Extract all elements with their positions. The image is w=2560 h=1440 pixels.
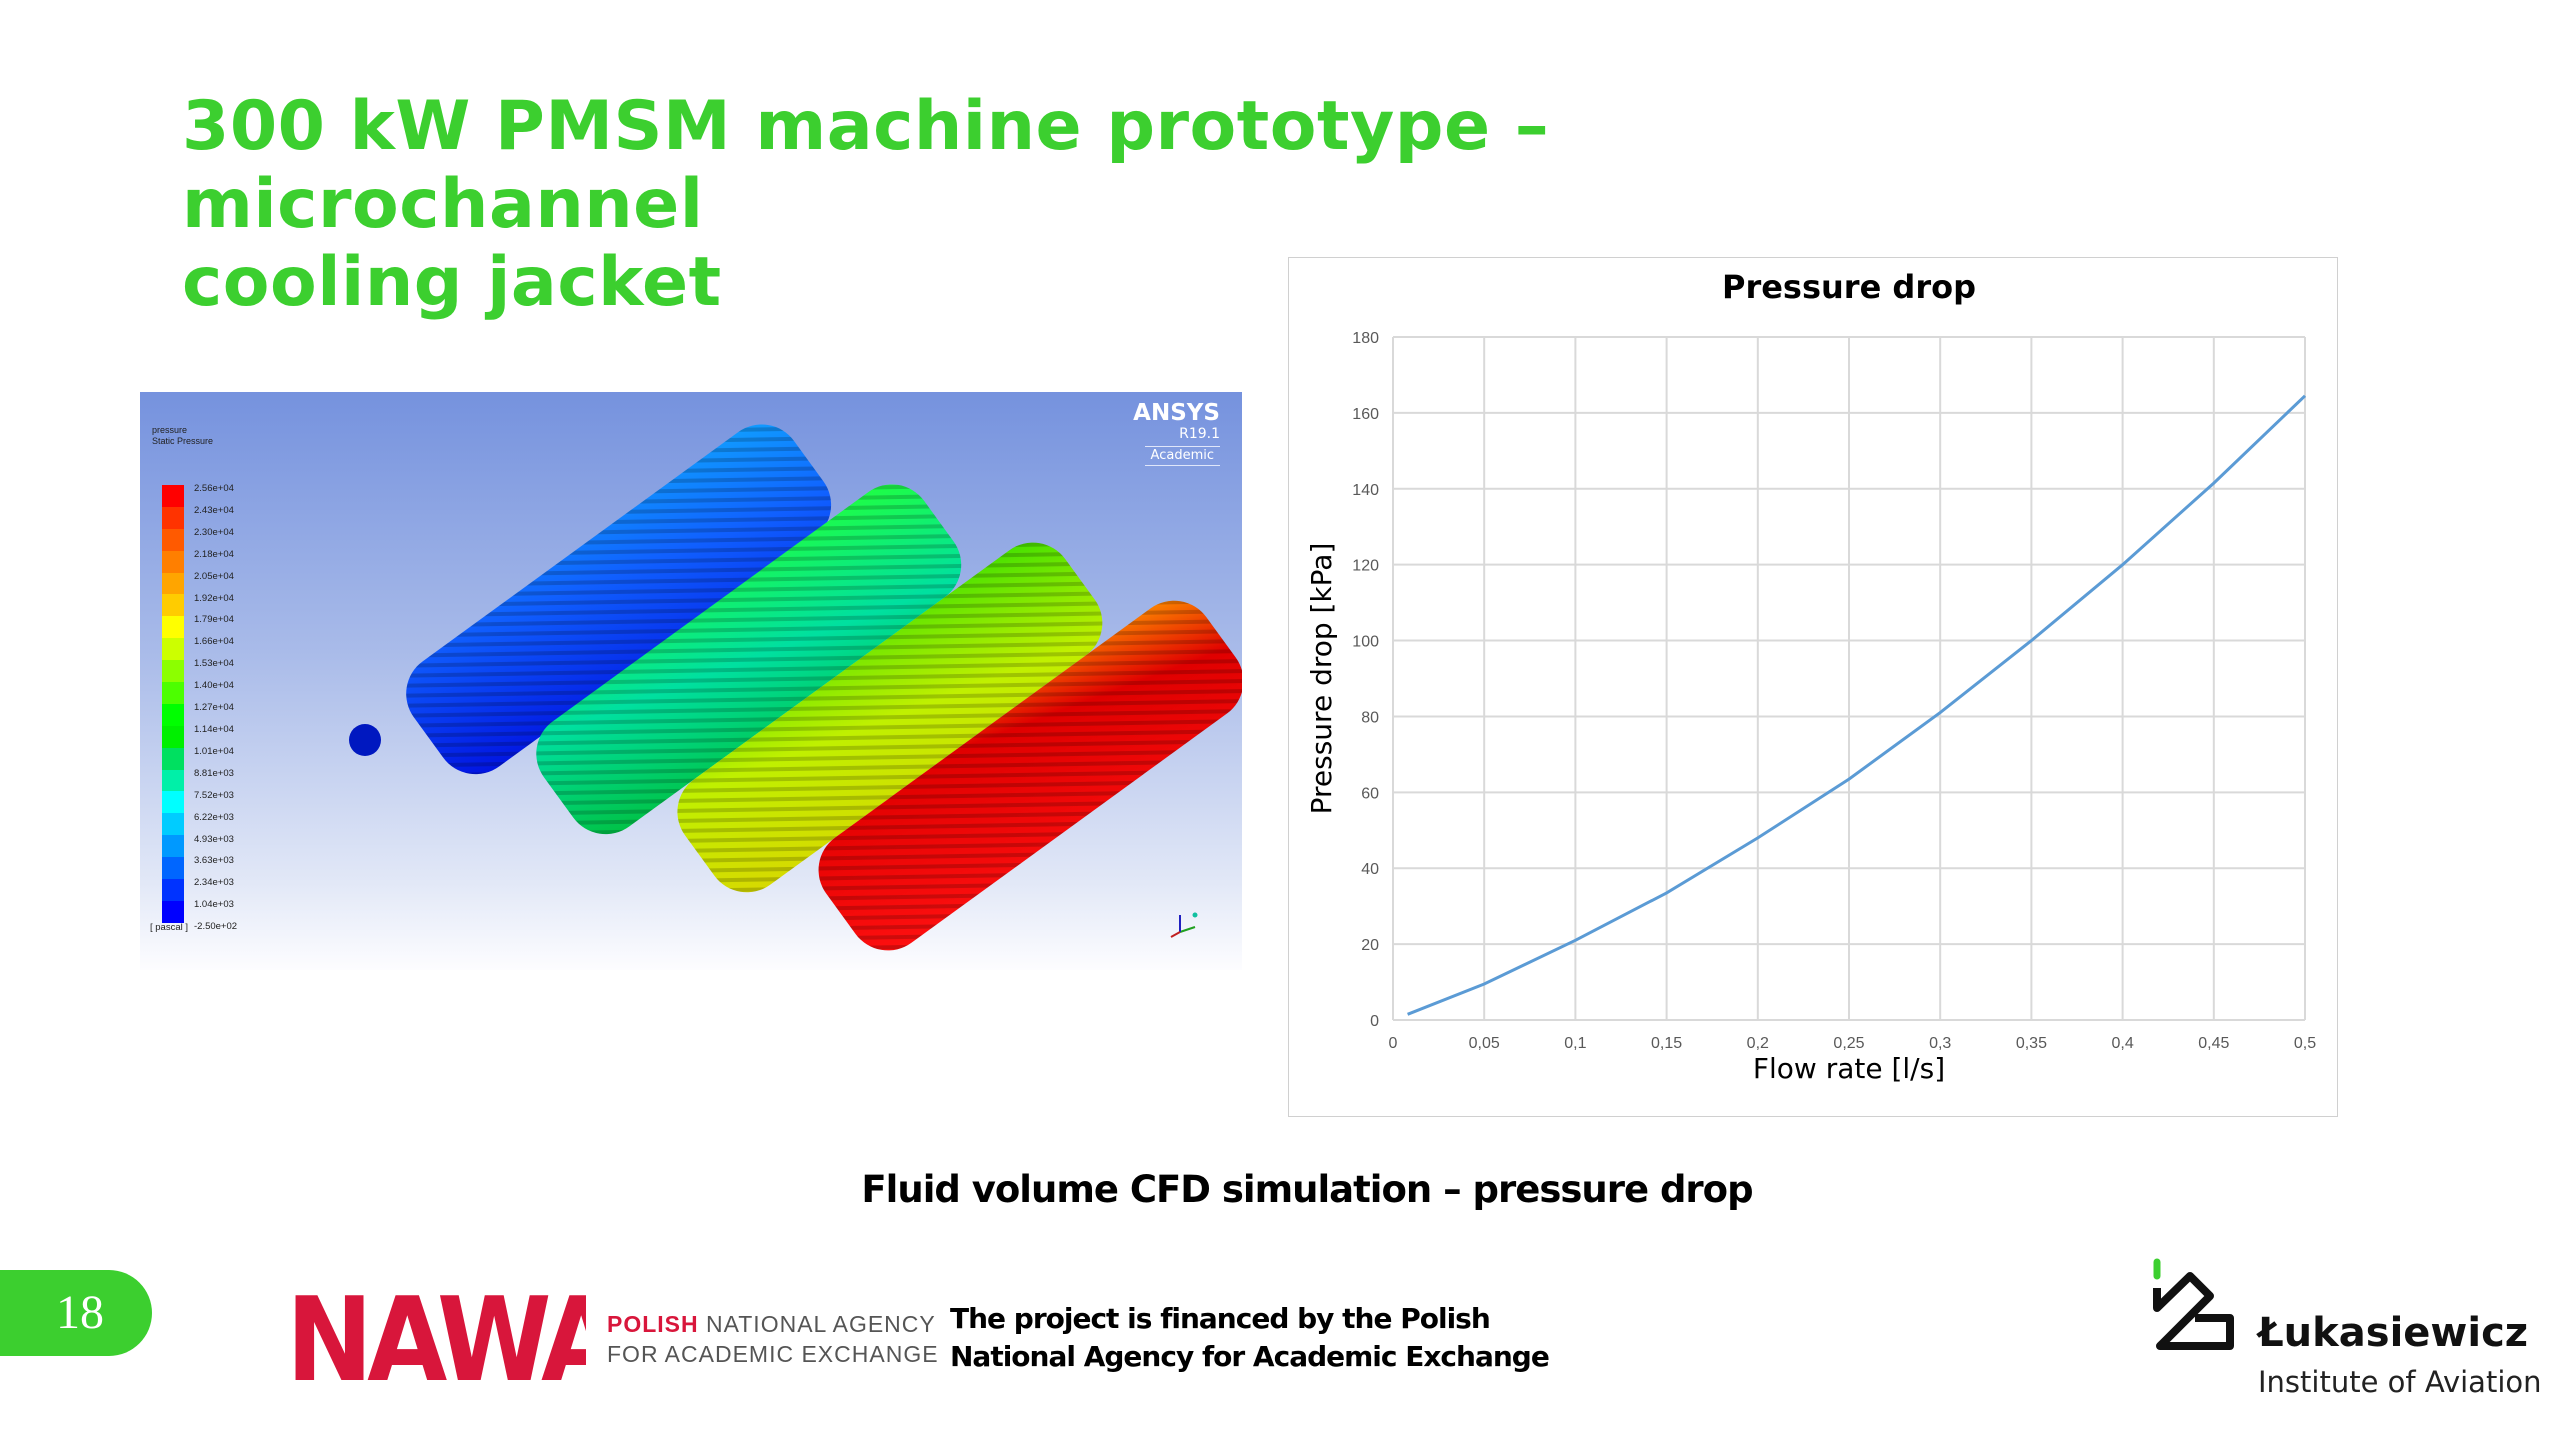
legend-value: 1.92e+04 [194, 592, 234, 604]
x-axis-label: Flow rate [l/s] [1753, 1052, 1945, 1085]
x-tick-label: 0,2 [1747, 1035, 1769, 1052]
legend-swatch [162, 835, 184, 858]
title-line-2: cooling jacket [182, 243, 722, 322]
legend-value: 7.52e+03 [194, 789, 234, 801]
legend-value: 2.56e+04 [194, 483, 234, 494]
legend-swatch [162, 616, 184, 639]
legend-swatch [162, 900, 184, 923]
legend-value: 1.27e+04 [194, 702, 234, 714]
y-tick-label: 80 [1361, 709, 1379, 726]
legend-value: 1.04e+03 [194, 899, 234, 911]
legend-swatch [162, 572, 184, 595]
pressure-drop-chart: 0 20 40 60 80 100 120 140 160 180 0 0,05 0,1 0,15 0,2 0… [1288, 257, 2338, 1117]
ansys-watermark: ANSYS R19.1 Academic [1133, 400, 1220, 466]
legend-swatch [162, 550, 184, 573]
x-tick-label: 0,35 [2016, 1035, 2047, 1052]
axis-triad-icon [1170, 912, 1198, 938]
legend-value: -2.50e+02 [194, 921, 238, 933]
legend-swatch [162, 857, 184, 880]
legend-swatch [162, 660, 184, 683]
legend-value: 2.05e+04 [194, 570, 234, 582]
legend-swatch [162, 725, 184, 748]
y-axis-label: Pressure drop [kPa] [1305, 543, 1338, 815]
legend-value: 1.01e+04 [194, 745, 234, 757]
color-legend-labels: 2.56e+04 2.43e+04 2.30e+04 2.18e+04 2.05e+04… [194, 478, 237, 938]
legend-swatch [162, 485, 184, 507]
legend-swatch [162, 506, 184, 529]
legend-value: 3.63e+03 [194, 855, 234, 867]
page-number-badge: 18 [0, 1270, 152, 1356]
y-tick-label: 100 [1352, 634, 1379, 651]
cooling-jacket-render [349, 424, 1242, 951]
legend-swatch [162, 594, 184, 617]
ansys-version: R19.1 [1179, 426, 1220, 442]
x-tick-label: 0,45 [2198, 1035, 2229, 1052]
chart-title: Pressure drop [1722, 268, 1976, 306]
legend-swatch [162, 791, 184, 814]
x-tick-label: 0,3 [1929, 1035, 1951, 1052]
legend-swatch [162, 813, 184, 836]
legend-unit: [ pascal ] [150, 922, 189, 933]
ansys-name: ANSYS [1133, 400, 1220, 426]
nawa-line1: NATIONAL AGENCY [706, 1311, 936, 1337]
legend-value: 1.53e+04 [194, 658, 234, 670]
legend-value: 8.81e+03 [194, 767, 234, 779]
legend-value: 2.43e+04 [194, 504, 234, 516]
y-tick-label: 60 [1361, 785, 1379, 802]
lukasiewicz-logo-icon [2153, 1258, 2234, 1350]
legend-swatch [162, 703, 184, 726]
ansys-license: Academic [1144, 446, 1220, 466]
legend-value: 1.66e+04 [194, 636, 234, 648]
x-tick-label: 0,05 [1469, 1035, 1500, 1052]
y-tick-label: 160 [1352, 406, 1379, 423]
legend-swatch [162, 528, 184, 551]
funding-line-2: National Agency for Academic Exchange [950, 1340, 1550, 1373]
legend-swatch [162, 769, 184, 792]
nawa-logo: NAWA [286, 1290, 586, 1380]
funding-line-1: The project is financed by the Polish [950, 1302, 1491, 1335]
y-tick-label: 140 [1352, 482, 1379, 499]
figure-caption: Fluid volume CFD simulation – pressure d… [861, 1168, 1753, 1211]
y-tick-label: 180 [1352, 330, 1379, 347]
chart-svg: 0 20 40 60 80 100 120 140 160 180 0 0,05 0,1 0,15 0,2 0… [1305, 268, 2316, 1085]
x-tick-label: 0,15 [1651, 1035, 1682, 1052]
legend-value: 6.22e+03 [194, 811, 234, 823]
y-tick-label: 120 [1352, 558, 1379, 575]
x-tick-label: 0,5 [2294, 1035, 2316, 1052]
y-tick-label: 40 [1361, 861, 1379, 878]
cfd-simulation-image: pressure Static Pressure 2.56e+04 2.43e+0… [140, 392, 1242, 970]
nawa-name: POLISH NATIONAL AGENCY FOR ACADEMIC EXCH… [607, 1309, 939, 1369]
y-tick-label: 0 [1370, 1013, 1379, 1030]
legend-value: 2.34e+03 [194, 877, 234, 889]
legend-swatch [162, 638, 184, 661]
funding-note: The project is financed by the Polish Na… [950, 1300, 1550, 1376]
x-tick-label: 0,1 [1564, 1035, 1586, 1052]
x-tick-label: 0,4 [2111, 1035, 2133, 1052]
legend-value: 4.93e+03 [194, 833, 234, 845]
y-tick-label: 20 [1361, 937, 1379, 954]
nawa-polish: POLISH [607, 1311, 699, 1337]
legend-value: 1.79e+04 [194, 614, 234, 626]
legend-swatch [162, 747, 184, 770]
legend-swatch [162, 682, 184, 704]
quantity-label: Static Pressure [152, 436, 214, 446]
x-tick-label: 0 [1389, 1035, 1398, 1052]
legend-swatch [162, 879, 184, 901]
color-legend-bar [162, 485, 184, 923]
x-tick-label: 0,25 [1833, 1035, 1864, 1052]
nawa-line2: FOR ACADEMIC EXCHANGE [607, 1341, 939, 1367]
legend-value: 1.14e+04 [194, 723, 234, 735]
institute-name: Łukasiewicz [2258, 1310, 2529, 1356]
nawa-logo-text: NAWA [286, 1290, 586, 1380]
legend-value: 1.40e+04 [194, 680, 234, 692]
slide-title: 300 kW PMSM machine prototype – microcha… [182, 88, 2082, 322]
legend-title: pressure Static Pressure [152, 425, 213, 447]
legend-value: 2.18e+04 [194, 548, 234, 560]
institute-subtitle: Institute of Aviation [2258, 1365, 2542, 1399]
quantity-name: pressure [152, 425, 188, 435]
legend-value: 2.30e+04 [194, 526, 234, 538]
title-line-1: 300 kW PMSM machine prototype – microcha… [182, 87, 1550, 244]
